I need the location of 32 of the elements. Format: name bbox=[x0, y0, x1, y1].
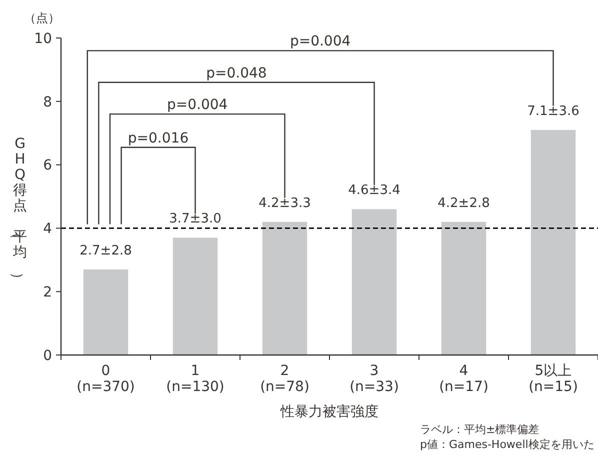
y-tick-label: 10 bbox=[34, 30, 52, 47]
bar bbox=[172, 238, 218, 355]
bar bbox=[441, 222, 486, 355]
y-tick-label: 4 bbox=[43, 221, 52, 238]
bar bbox=[83, 269, 128, 355]
bar bbox=[352, 209, 397, 355]
x-tick-label: 5以上 (n=15) bbox=[528, 363, 578, 395]
data-label: 4.2±3.3 bbox=[258, 196, 311, 211]
annotation: p=0.004 bbox=[290, 34, 351, 50]
text: p値：Games-Howell検定を用いた bbox=[420, 438, 594, 451]
x-axis-title: 性暴力被害強度 bbox=[280, 404, 378, 420]
data-label: 4.2±2.8 bbox=[438, 196, 490, 211]
y-tick-label: 8 bbox=[43, 94, 52, 110]
x-tick-label: 3 (n=33) bbox=[350, 363, 399, 395]
x-tick-label: 0 (n=370) bbox=[76, 363, 135, 395]
x-tick-label: 1 (n=130) bbox=[166, 363, 224, 395]
bar bbox=[530, 130, 576, 355]
annotation: p=0.004 bbox=[167, 97, 228, 114]
text: ラベル：平均±標準偏差 bbox=[420, 423, 540, 436]
data-label: 4.6±3.4 bbox=[348, 183, 400, 198]
y-tick-label: 2 bbox=[43, 284, 52, 300]
y-tick-label: 6 bbox=[43, 158, 52, 174]
y-tick-label: 0 bbox=[43, 348, 52, 364]
x-tick-label: 2 (n=78) bbox=[260, 363, 310, 395]
annotation: p=0.048 bbox=[206, 65, 267, 82]
bar bbox=[262, 222, 308, 355]
data-label: 3.7±3.0 bbox=[169, 212, 222, 227]
data-label: 2.7±2.8 bbox=[80, 243, 132, 258]
x-tick-label: 4 (n=17) bbox=[439, 363, 488, 395]
annotation: p=0.016 bbox=[128, 130, 189, 146]
text: （点） bbox=[24, 11, 60, 25]
data-label: 7.1±3.6 bbox=[527, 104, 580, 119]
